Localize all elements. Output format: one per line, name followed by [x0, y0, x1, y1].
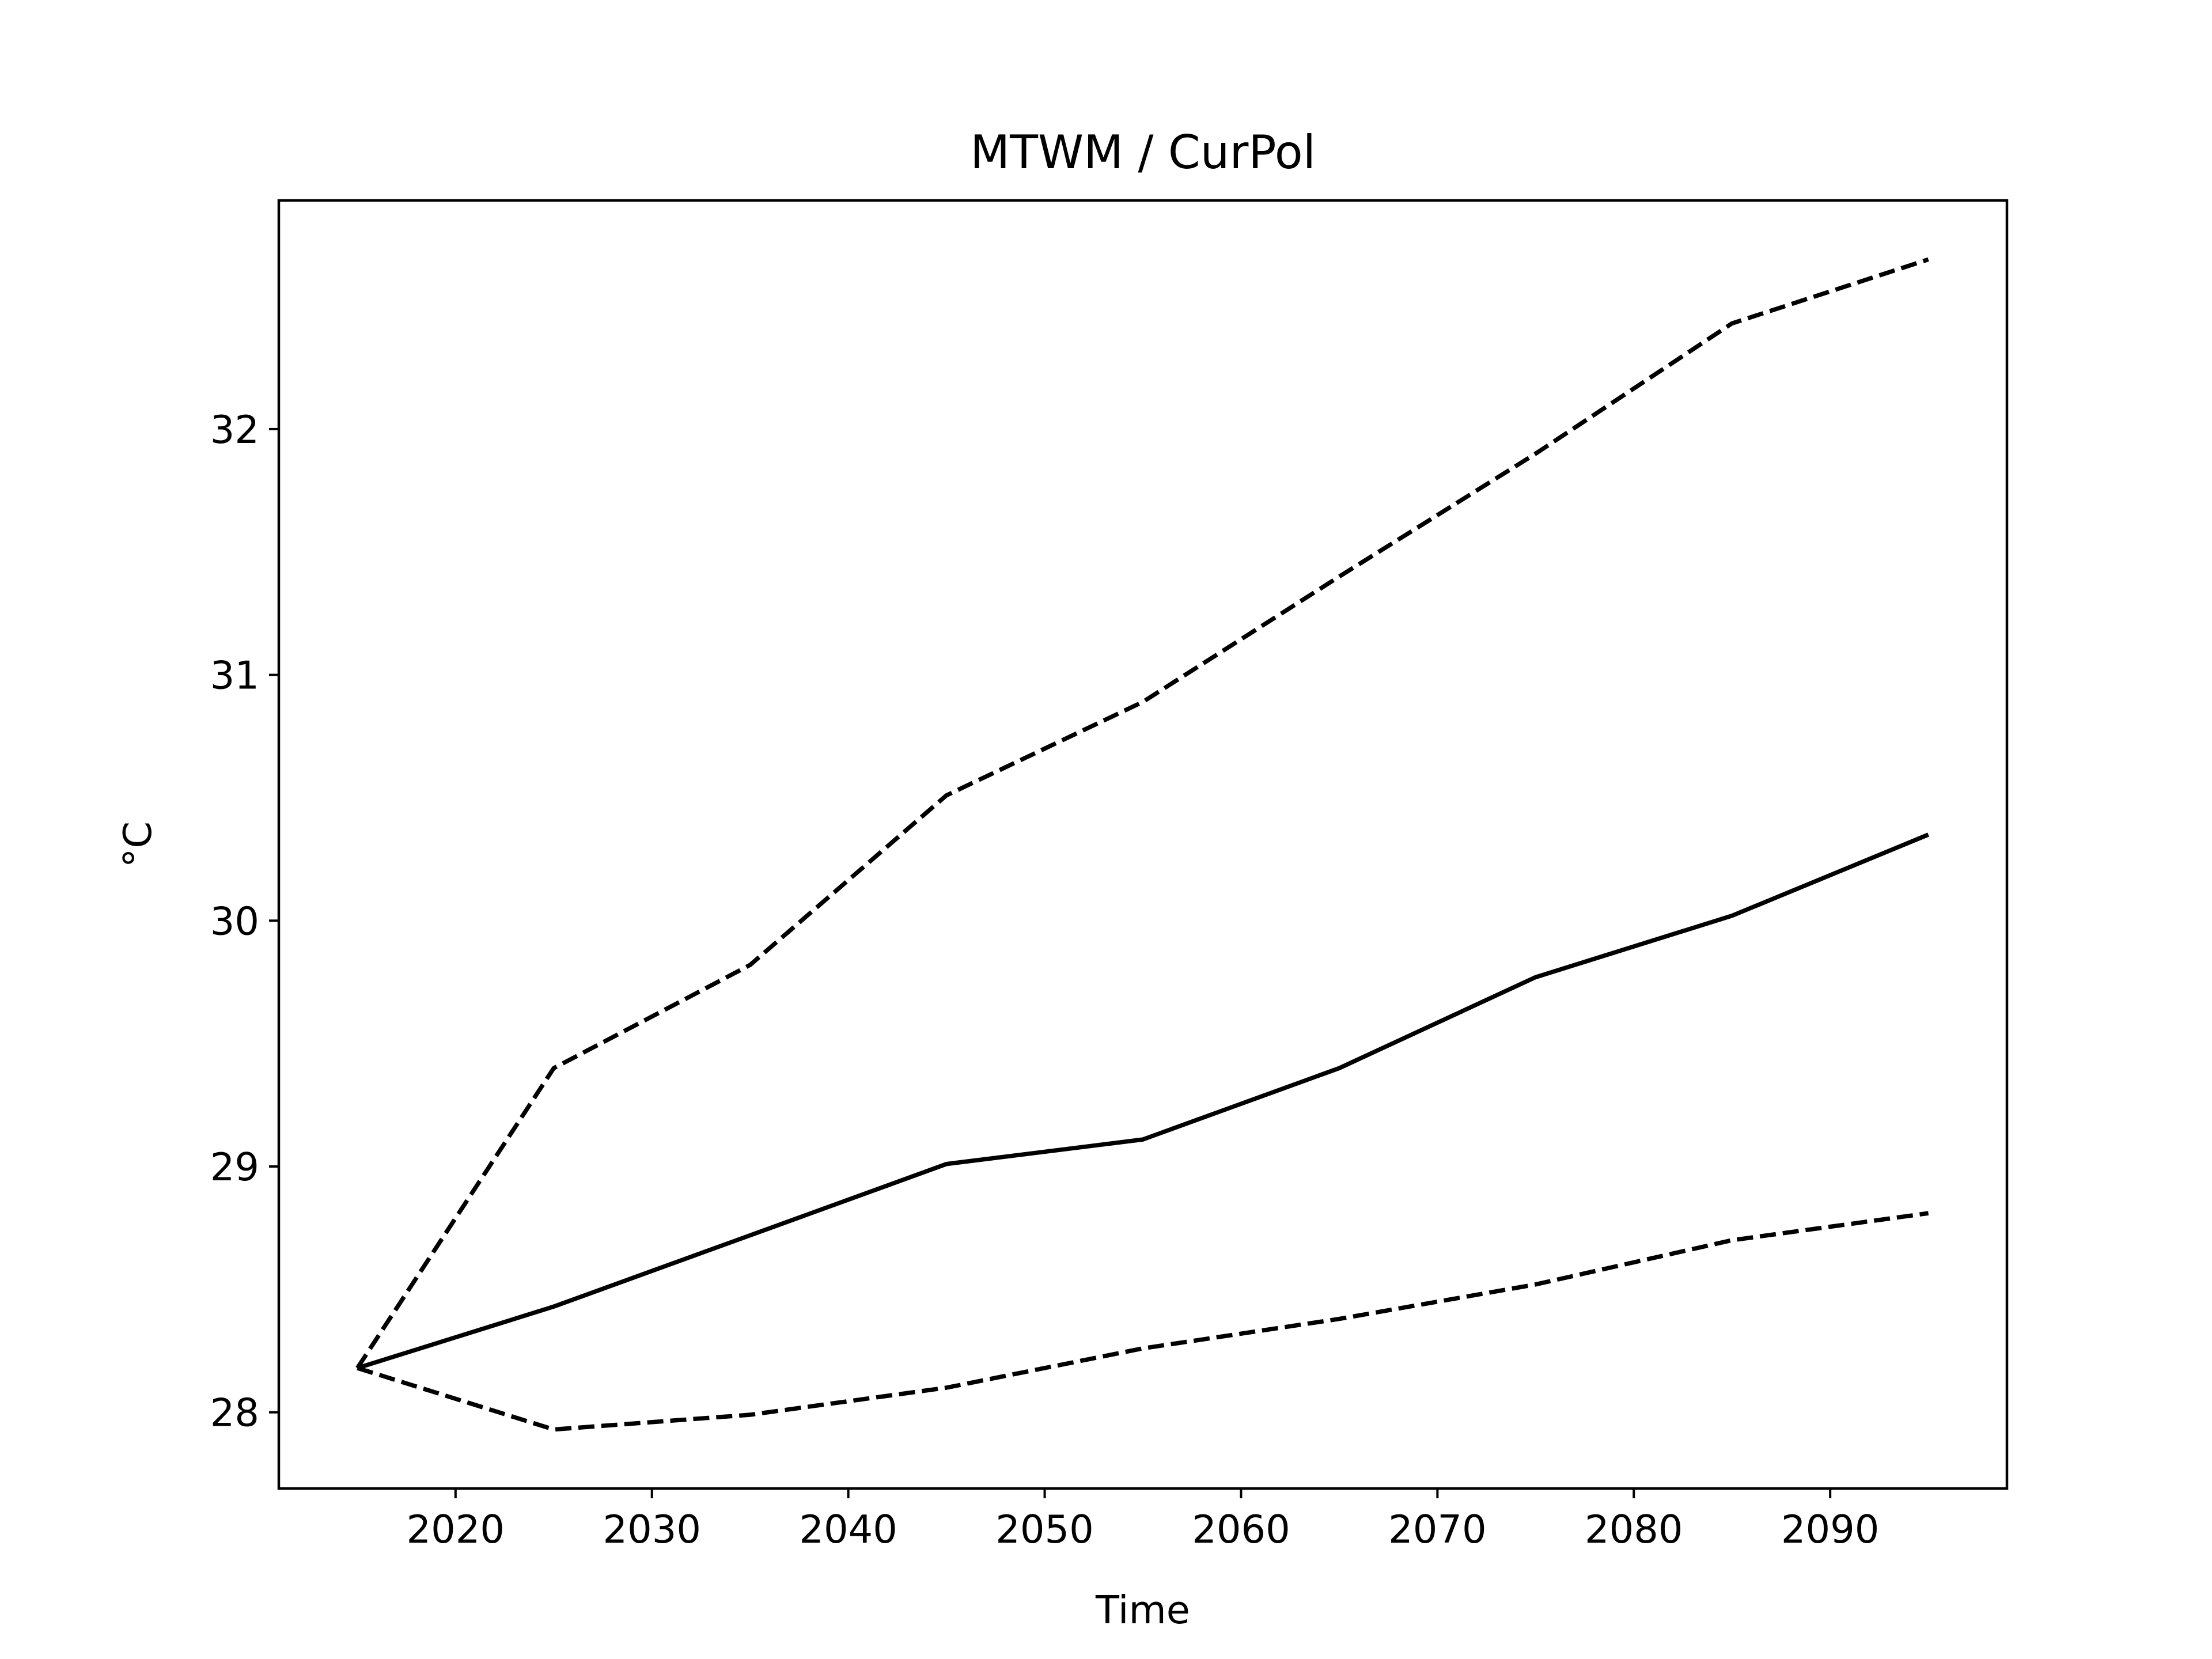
x-tick-label: 2090 — [1781, 1507, 1880, 1552]
x-tick-label: 2050 — [995, 1507, 1094, 1552]
x-tick-label: 2080 — [1585, 1507, 1683, 1552]
x-tick-label: 2060 — [1192, 1507, 1290, 1552]
y-tick-label: 30 — [210, 899, 259, 944]
y-axis-label: °C — [115, 821, 160, 868]
x-tick-label: 2040 — [799, 1507, 897, 1552]
y-tick-label: 29 — [210, 1145, 259, 1190]
x-tick-label: 2070 — [1388, 1507, 1487, 1552]
series-group — [355, 257, 1930, 1432]
y-tick-label: 31 — [210, 653, 259, 698]
x-axis-ticks: 2020 2030 2040 2050 2060 2070 2080 2090 — [407, 1488, 1880, 1552]
series-line-2 — [357, 832, 1930, 1370]
x-axis-label: Time — [1095, 1588, 1190, 1633]
chart-title: MTWM / CurPol — [970, 126, 1316, 179]
x-tick-label: 2020 — [407, 1507, 505, 1552]
axes-frame — [277, 199, 2009, 1490]
x-tick-label: 2030 — [603, 1507, 701, 1552]
y-tick-label: 28 — [210, 1391, 259, 1435]
y-tick-label: 32 — [210, 407, 259, 452]
y-axis-ticks: 28 29 30 31 32 — [210, 407, 279, 1435]
